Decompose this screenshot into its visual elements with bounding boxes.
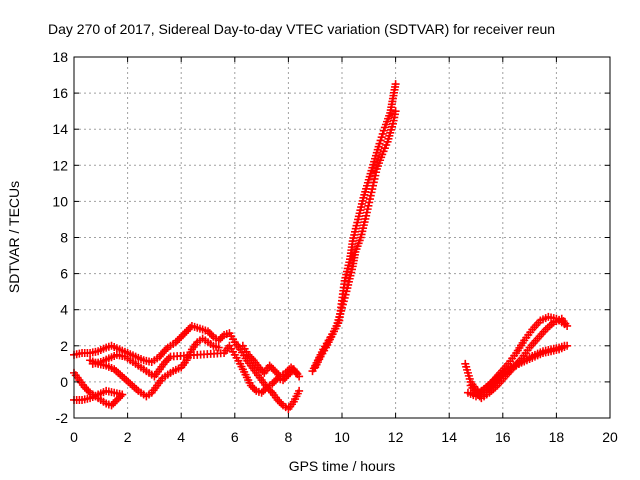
data-point xyxy=(204,327,212,336)
chart-title: Day 270 of 2017, Sidereal Day-to-day VTE… xyxy=(48,21,555,37)
data-point xyxy=(161,358,170,367)
data-point xyxy=(207,330,216,339)
data-point xyxy=(563,341,572,350)
data-point xyxy=(184,325,193,334)
x-tick-label: 14 xyxy=(441,429,457,445)
x-tick-label: 16 xyxy=(495,429,511,445)
data-point xyxy=(292,368,301,377)
x-tick-label: 10 xyxy=(334,429,350,445)
data-point xyxy=(281,368,290,377)
data-point xyxy=(391,107,400,116)
data-point xyxy=(270,377,279,386)
x-tick-label: 0 xyxy=(70,429,78,445)
data-point xyxy=(178,330,187,339)
data-point xyxy=(247,354,256,363)
data-point xyxy=(288,365,297,374)
data-point xyxy=(158,349,167,358)
x-tick-label: 18 xyxy=(549,429,565,445)
data-point xyxy=(244,350,253,359)
y-tick-label: 10 xyxy=(52,193,68,209)
data-point xyxy=(162,345,171,354)
y-tick-label: 6 xyxy=(60,266,68,282)
y-tick-label: 18 xyxy=(52,49,68,65)
data-point xyxy=(186,323,195,332)
data-point xyxy=(109,399,118,408)
data-point xyxy=(268,379,277,388)
data-point xyxy=(114,394,123,403)
data-point xyxy=(283,367,292,376)
data-point xyxy=(261,385,270,394)
data-point xyxy=(250,385,259,394)
y-tick-label: 2 xyxy=(60,338,68,354)
data-point xyxy=(214,336,223,345)
data-point xyxy=(182,327,191,336)
series-track-e xyxy=(238,341,301,381)
data-point xyxy=(273,395,282,404)
data-point xyxy=(214,343,223,352)
x-tick-label: 8 xyxy=(285,429,293,445)
data-point xyxy=(295,386,304,395)
data-point xyxy=(275,397,284,406)
data-point xyxy=(175,334,184,343)
data-point xyxy=(218,332,227,341)
x-tick-label: 12 xyxy=(388,429,404,445)
data-point xyxy=(269,365,278,374)
data-point xyxy=(257,388,266,397)
series-track-d xyxy=(88,341,304,397)
x-tick-label: 2 xyxy=(124,429,132,445)
x-axis-label: GPS time / hours xyxy=(289,458,396,474)
data-point xyxy=(162,356,171,365)
y-tick-label: 14 xyxy=(52,121,68,137)
data-point xyxy=(267,363,276,372)
data-point xyxy=(272,368,281,377)
series-rise-b xyxy=(311,107,400,372)
data-point xyxy=(254,363,263,372)
data-point xyxy=(256,365,265,374)
y-tick-label: -2 xyxy=(56,410,69,426)
y-axis-label: SDTVAR / TECUs xyxy=(6,181,22,293)
data-point xyxy=(205,329,214,338)
data-point xyxy=(216,334,225,343)
series-late-d xyxy=(474,341,572,397)
data-point xyxy=(82,385,91,394)
data-point xyxy=(265,361,274,370)
data-point xyxy=(80,383,89,392)
data-point xyxy=(245,352,254,361)
data-point xyxy=(290,367,299,376)
data-point xyxy=(280,374,289,383)
x-tick-label: 20 xyxy=(602,429,618,445)
data-point xyxy=(111,397,120,406)
y-tick-label: 16 xyxy=(52,85,68,101)
y-tick-label: 8 xyxy=(60,230,68,246)
data-point xyxy=(180,329,189,338)
data-point xyxy=(271,376,280,385)
data-point xyxy=(246,381,255,390)
data-point xyxy=(171,338,180,347)
data-point xyxy=(266,386,275,395)
data-point xyxy=(271,367,279,376)
data-point xyxy=(160,347,169,356)
data-point xyxy=(248,383,257,392)
y-tick-label: 12 xyxy=(52,157,68,173)
data-point xyxy=(107,401,116,410)
data-point xyxy=(259,386,268,395)
data-point xyxy=(177,332,186,341)
data-point xyxy=(277,399,286,408)
data-point xyxy=(173,336,182,345)
x-tick-label: 4 xyxy=(177,429,185,445)
data-point xyxy=(391,80,400,89)
series-rise-a xyxy=(308,80,400,376)
y-tick-label: 4 xyxy=(60,302,68,318)
x-tick-label: 6 xyxy=(231,429,239,445)
data-point xyxy=(287,363,296,372)
data-point xyxy=(84,386,93,395)
data-markers xyxy=(70,80,572,413)
data-point xyxy=(164,354,173,363)
y-tick-label: 0 xyxy=(60,374,68,390)
data-point xyxy=(560,320,569,329)
